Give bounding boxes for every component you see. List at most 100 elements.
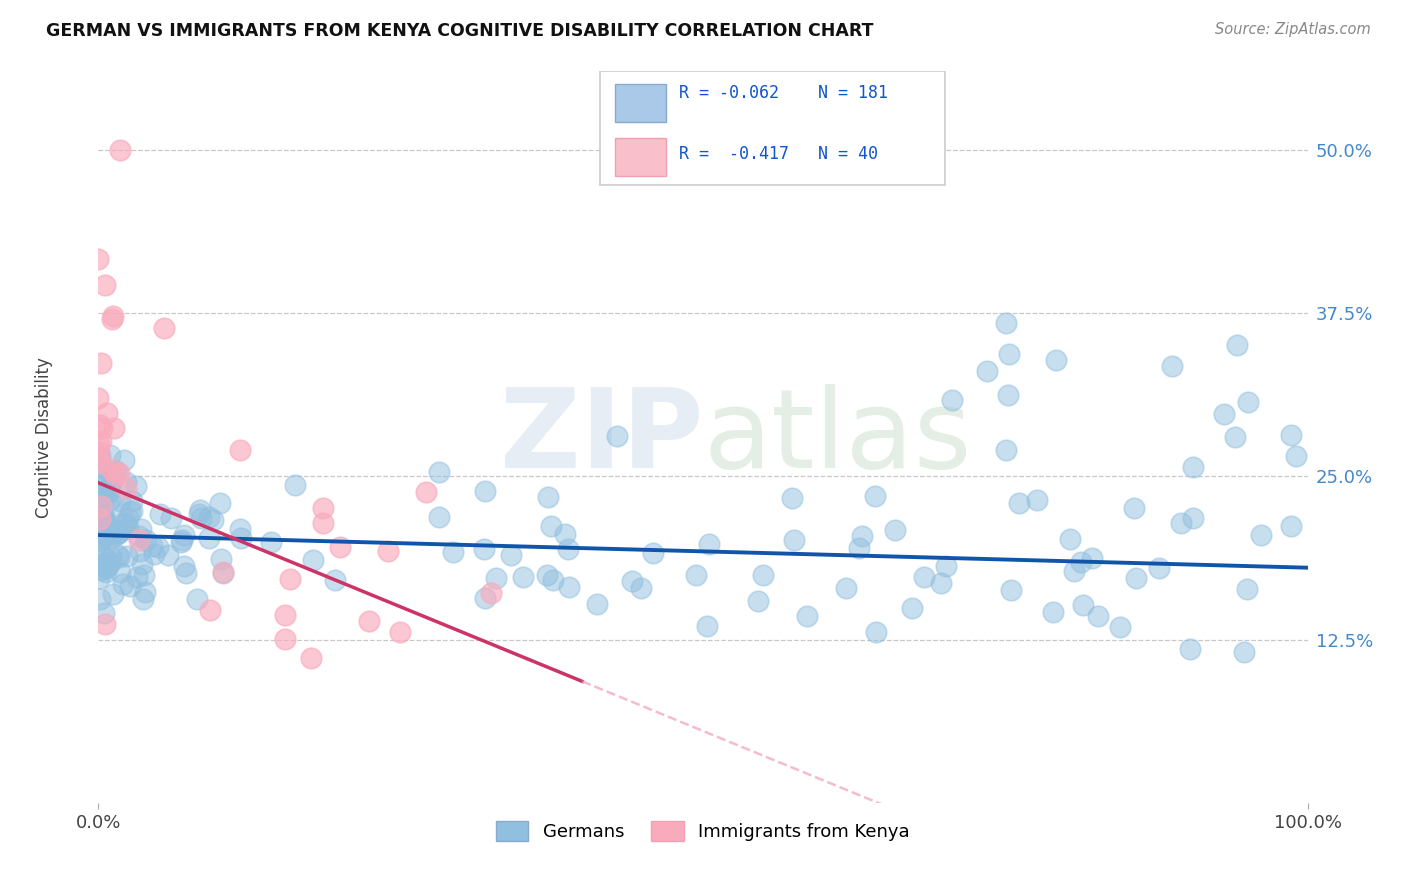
Point [1233,645,1256,659]
Point [935,558,957,573]
Point [883,524,905,538]
Point [87,503,110,517]
Point [1045,353,1067,368]
Point [107,548,129,562]
Point [87,437,110,451]
Text: N = 40: N = 40 [818,145,877,163]
Point [103,529,125,543]
Point [98,448,121,462]
Point [91,421,114,435]
Point [108,524,131,539]
Point [94,565,117,579]
Point [89,512,111,526]
Point [89,455,111,469]
Point [134,585,156,599]
Point [107,467,129,481]
Point [427,466,450,480]
Point [229,442,252,457]
Point [100,475,122,490]
Point [865,624,887,639]
Point [170,535,193,549]
Point [87,252,110,266]
Point [1042,605,1064,619]
Point [231,531,253,545]
Text: R =  -0.417: R = -0.417 [679,145,789,163]
Point [115,549,138,563]
Point [780,491,803,505]
Point [125,479,148,493]
Point [110,565,132,579]
Point [159,511,181,525]
Point [93,606,115,620]
Point [97,485,120,500]
Point [101,502,124,516]
Point [135,533,157,548]
Point [93,483,115,497]
Point [94,616,117,631]
Point [104,467,127,481]
Point [96,516,118,531]
Point [554,527,576,541]
Point [100,550,122,565]
Point [90,496,112,510]
Point [198,531,221,545]
Point [91,533,114,547]
Point [209,496,232,510]
Point [1225,430,1247,444]
Point [105,523,128,537]
Point [89,450,111,464]
Point [98,492,121,507]
Point [998,347,1021,361]
Point [117,510,139,524]
Point [127,570,149,584]
Point [173,559,195,574]
Point [115,516,138,531]
Point [97,556,120,570]
Point [229,522,252,536]
Point [186,591,208,606]
Point [152,321,174,335]
Point [302,553,325,567]
Point [537,490,560,504]
Point [87,497,110,511]
Text: Source: ZipAtlas.com: Source: ZipAtlas.com [1215,22,1371,37]
FancyBboxPatch shape [614,137,665,176]
Point [479,585,502,599]
Point [100,467,122,481]
Text: atlas: atlas [703,384,972,491]
Point [260,534,283,549]
Point [209,552,232,566]
Point [94,561,117,575]
Point [1008,496,1031,510]
Point [94,277,117,292]
Point [105,528,128,542]
Point [90,533,112,548]
Point [96,407,118,421]
Point [107,549,129,564]
Point [89,450,111,465]
Point [1160,359,1182,374]
Point [1000,583,1022,598]
Point [87,558,110,572]
Point [89,478,111,492]
Point [96,527,118,541]
Point [472,542,495,557]
Point [93,557,115,571]
Point [685,568,707,582]
Point [273,608,295,623]
Point [98,556,121,570]
Point [149,507,172,521]
Point [1026,493,1049,508]
Point [94,558,117,573]
Point [129,544,152,558]
Point [93,510,115,524]
Point [441,544,464,558]
Point [1182,511,1205,525]
Point [87,391,110,405]
Point [929,576,952,591]
Point [783,533,806,547]
Point [284,478,307,492]
Point [101,311,124,326]
Point [1170,516,1192,530]
Point [112,453,135,467]
